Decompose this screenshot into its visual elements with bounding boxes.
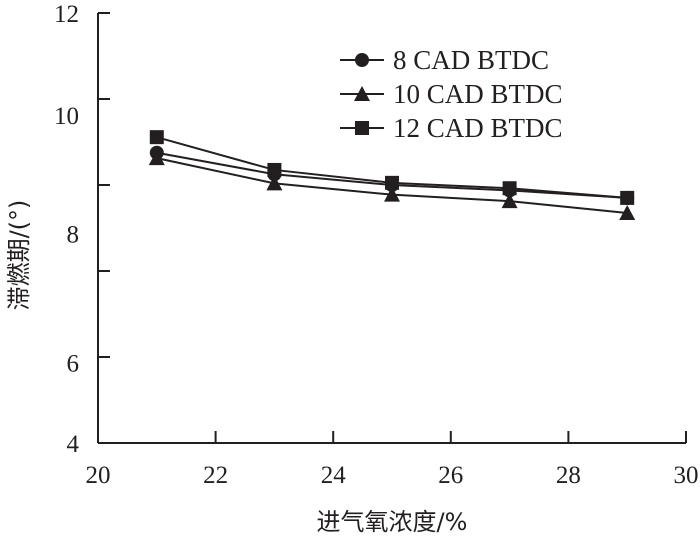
- legend-item: 8 CAD BTDC: [340, 45, 549, 75]
- circle-marker: [355, 53, 369, 67]
- legend-label: 10 CAD BTDC: [393, 79, 563, 109]
- series-square: [149, 130, 635, 205]
- x-tick-label: 22: [203, 462, 228, 489]
- series-group: [148, 130, 636, 220]
- legend-item: 12 CAD BTDC: [340, 113, 563, 143]
- triangle-marker: [148, 150, 165, 166]
- square-marker: [149, 130, 164, 145]
- y-tick-label: 10: [54, 103, 79, 130]
- axes: 12 10 8 6 420 22 24 26 28 30: [54, 1, 699, 489]
- legend: 8 CAD BTDC 10 CAD BTDC 12 CAD BTDC: [340, 45, 563, 143]
- triangle-marker: [266, 175, 283, 191]
- legend-label: 8 CAD BTDC: [393, 45, 549, 75]
- square-marker: [385, 175, 399, 190]
- triangle-marker: [619, 204, 636, 220]
- series-triangle: [148, 150, 636, 220]
- x-tick-label: 26: [438, 462, 463, 489]
- square-marker: [267, 162, 282, 177]
- legend-label: 12 CAD BTDC: [393, 113, 563, 143]
- y-tick-label: 12: [54, 1, 79, 28]
- x-tick-label: 20: [86, 462, 111, 489]
- x-tick-label: 30: [674, 462, 699, 489]
- x-tick-label: 24: [321, 462, 347, 489]
- square-marker: [502, 181, 517, 196]
- x-tick-label: 28: [556, 462, 581, 489]
- square-marker: [620, 190, 635, 205]
- square-marker: [355, 121, 369, 135]
- triangle-marker: [501, 193, 518, 209]
- triangle-marker: [354, 86, 370, 101]
- x-axis-title: 进气氧浓度/%: [317, 508, 468, 536]
- y-tick-label: 4: [67, 431, 80, 458]
- triangle-marker: [384, 186, 400, 202]
- y-tick-label: 8: [67, 221, 80, 248]
- y-tick-label: 6: [67, 350, 80, 377]
- legend-item: 10 CAD BTDC: [340, 79, 563, 109]
- y-axis-title: 滞燃期/(°): [5, 200, 33, 311]
